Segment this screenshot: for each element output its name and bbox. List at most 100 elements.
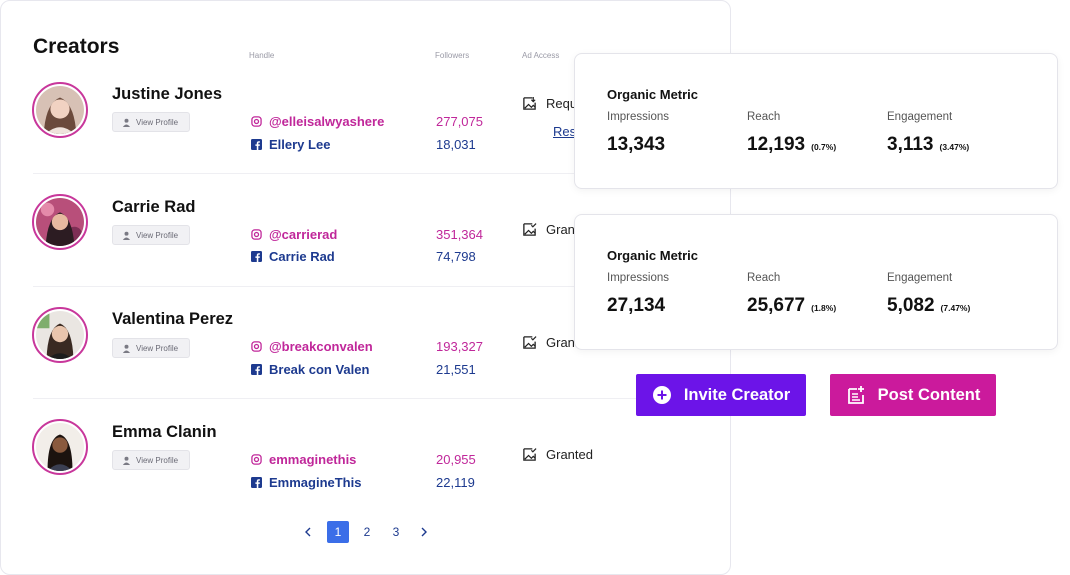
instagram-handle: @breakconvalen: [269, 339, 373, 354]
avatar[interactable]: [32, 194, 88, 250]
view-profile-button[interactable]: View Profile: [112, 338, 190, 358]
facebook-followers: 74,798: [436, 249, 476, 264]
engagement-value: 5,082 (7.47%): [887, 295, 971, 316]
invite-creator-button[interactable]: Invite Creator: [636, 374, 806, 416]
row-divider: [33, 173, 723, 174]
instagram-handle: @elleisalwyashere: [269, 114, 385, 129]
ad-access-image-icon: [523, 96, 536, 110]
instagram-icon: [251, 341, 262, 352]
creator-name: Emma Clanin: [112, 423, 217, 441]
ad-access-label: Requ: [546, 96, 578, 111]
engagement-percent: (7.47%): [940, 303, 971, 313]
view-profile-button[interactable]: View Profile: [112, 450, 190, 470]
invite-creator-label: Invite Creator: [683, 385, 791, 404]
avatar[interactable]: [32, 307, 88, 363]
next-page-button[interactable]: [413, 521, 435, 543]
organic-metric-card: Organic Metric Impressions Reach Engagem…: [574, 53, 1058, 189]
plus-circle-icon: [652, 386, 671, 404]
view-profile-label: View Profile: [136, 343, 179, 353]
instagram-icon: [251, 454, 262, 465]
view-profile-button[interactable]: View Profile: [112, 225, 190, 245]
page-button-1[interactable]: 1: [327, 521, 349, 543]
instagram-handle-link[interactable]: @elleisalwyashere: [251, 114, 384, 129]
impressions-label: Impressions: [607, 272, 669, 284]
avatar[interactable]: [32, 82, 88, 138]
ad-access-status: Gran: [522, 335, 575, 350]
ad-access-granted-icon: [523, 336, 537, 349]
page-button-2[interactable]: 2: [363, 525, 371, 539]
instagram-followers: 277,075: [436, 114, 483, 129]
facebook-name: EmmagineThis: [269, 475, 362, 490]
column-header-handle: Handle: [249, 51, 275, 60]
card-title: Organic Metric: [607, 248, 699, 263]
column-header-ad-access: Ad Access: [522, 51, 560, 60]
facebook-page-link[interactable]: Break con Valen: [251, 362, 369, 377]
reach-percent: (0.7%): [811, 142, 837, 152]
ad-access-label: Gran: [546, 335, 575, 350]
instagram-handle-link[interactable]: @carrierad: [251, 227, 337, 242]
facebook-icon: [251, 364, 262, 375]
instagram-icon: [251, 116, 262, 127]
row-divider: [33, 398, 723, 399]
resend-link[interactable]: Res: [553, 124, 577, 139]
ad-access-label: Granted: [546, 447, 593, 462]
ad-access-granted-icon: [523, 448, 537, 461]
facebook-page-link[interactable]: Ellery Lee: [251, 137, 330, 152]
organic-metric-card: Organic Metric Impressions Reach Engagem…: [574, 214, 1058, 350]
page-title: Creators: [33, 35, 120, 58]
facebook-name: Carrie Rad: [269, 249, 335, 264]
instagram-handle: emmaginethis: [269, 452, 357, 467]
post-content-button[interactable]: Post Content: [830, 374, 996, 416]
ad-access-status: Gran: [522, 222, 575, 237]
impressions-value: 27,134: [607, 295, 666, 316]
card-title: Organic Metric: [607, 87, 699, 102]
view-profile-label: View Profile: [136, 455, 179, 465]
post-content-label: Post Content: [877, 385, 981, 404]
view-profile-label: View Profile: [136, 117, 179, 127]
facebook-icon: [251, 477, 262, 488]
post-add-icon: [847, 386, 864, 404]
view-profile-button[interactable]: View Profile: [112, 112, 190, 132]
view-profile-label: View Profile: [136, 230, 179, 240]
user-icon: [122, 118, 131, 127]
instagram-followers: 20,955: [436, 452, 476, 467]
ad-access-status: Requ: [522, 96, 577, 111]
facebook-page-link[interactable]: EmmagineThis: [251, 475, 361, 490]
engagement-label: Engagement: [887, 111, 953, 123]
instagram-handle: @carrierad: [269, 227, 338, 242]
facebook-name: Ellery Lee: [269, 137, 331, 152]
facebook-page-link[interactable]: Carrie Rad: [251, 249, 335, 264]
facebook-followers: 18,031: [436, 137, 476, 152]
reach-value: 25,677 (1.8%): [747, 295, 837, 316]
instagram-icon: [251, 229, 262, 240]
engagement-percent: (3.47%): [939, 142, 970, 152]
impressions-value: 13,343: [607, 134, 666, 155]
facebook-icon: [251, 251, 262, 262]
chevron-left-icon: [305, 527, 311, 537]
reach-label: Reach: [747, 111, 781, 123]
instagram-followers: 351,364: [436, 227, 483, 242]
facebook-followers: 22,119: [436, 475, 475, 490]
creator-name: Justine Jones: [112, 85, 223, 103]
creator-name: Carrie Rad: [112, 198, 196, 216]
facebook-name: Break con Valen: [269, 362, 370, 377]
user-icon: [122, 344, 131, 353]
ad-access-granted-icon: [523, 223, 537, 236]
engagement-label: Engagement: [887, 272, 953, 284]
prev-page-button[interactable]: [297, 521, 319, 543]
user-icon: [122, 456, 131, 465]
instagram-handle-link[interactable]: emmaginethis: [251, 452, 356, 467]
column-header-followers: Followers: [435, 51, 470, 60]
reach-percent: (1.8%): [811, 303, 837, 313]
engagement-value: 3,113 (3.47%): [887, 134, 970, 155]
reach-value: 12,193 (0.7%): [747, 134, 837, 155]
avatar[interactable]: [32, 419, 88, 475]
instagram-followers: 193,327: [436, 339, 483, 354]
page-button-3[interactable]: 3: [392, 525, 400, 539]
facebook-icon: [251, 139, 262, 150]
instagram-handle-link[interactable]: @breakconvalen: [251, 339, 373, 354]
chevron-right-icon: [421, 527, 427, 537]
user-icon: [122, 231, 131, 240]
creator-name: Valentina Perez: [112, 310, 234, 328]
impressions-label: Impressions: [607, 111, 669, 123]
